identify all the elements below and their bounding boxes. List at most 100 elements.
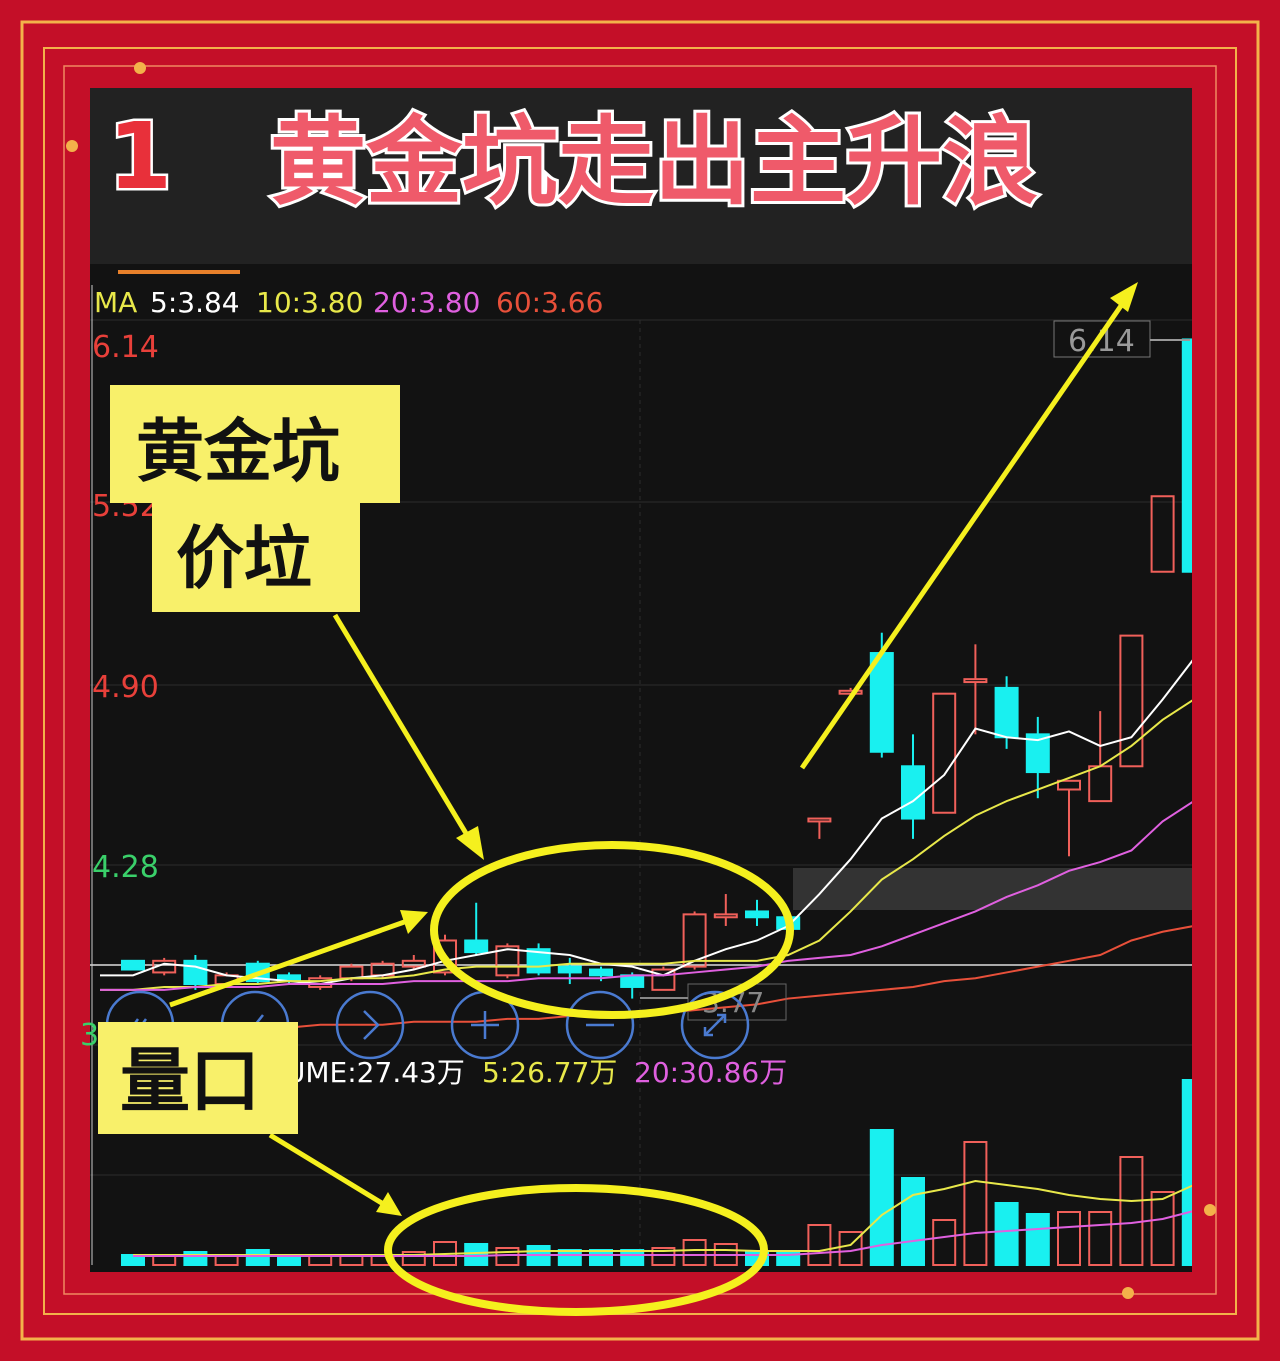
candle-body — [901, 765, 925, 820]
y-tick-label: 4.90 — [92, 670, 159, 705]
annotation-box-golden-pit — [110, 385, 400, 503]
candlestick — [433, 934, 457, 976]
candlestick — [807, 817, 832, 839]
annotation-golden-pit: 黄金坑 — [136, 413, 340, 492]
candlestick — [963, 644, 988, 735]
volume-bar — [589, 1249, 613, 1266]
expand-button[interactable] — [680, 990, 750, 1060]
candle-body — [932, 692, 957, 814]
volume-bar — [994, 1202, 1019, 1266]
arrow-main-wave — [799, 298, 1128, 770]
candlestick — [1150, 495, 1175, 573]
volume-bar — [807, 1224, 832, 1266]
volume-bar — [1025, 1213, 1050, 1266]
tab-indicator — [118, 270, 240, 274]
volume-bar — [401, 1251, 426, 1266]
candle-body — [401, 959, 426, 968]
volume-bar — [651, 1247, 676, 1266]
candle-body — [994, 686, 1019, 739]
volume-ellipse — [384, 1184, 768, 1316]
ma60-value: 60:3.66 — [496, 286, 603, 319]
annotation-box-price — [152, 500, 360, 612]
zoom-in-icon — [471, 1011, 499, 1039]
candle-body — [963, 678, 988, 684]
volume-bar — [495, 1247, 520, 1266]
candle-body — [1181, 338, 1192, 573]
header-title: 黄金坑走出主升浪 — [270, 106, 1038, 218]
header-number: 1 — [108, 103, 172, 210]
candlestick — [651, 966, 676, 991]
ma10-line — [100, 699, 1192, 991]
y-tick-label: 4.28 — [92, 850, 159, 885]
volume-bar — [1088, 1211, 1113, 1266]
volume-bar — [464, 1243, 489, 1266]
corner-dot — [1204, 1204, 1216, 1216]
candlestick — [713, 894, 738, 926]
ma5-value: 5:3.84 — [150, 286, 240, 319]
volume-bar — [557, 1249, 582, 1266]
candlestick — [994, 676, 1019, 749]
y-tick-label: 6.14 — [92, 330, 159, 365]
corner-dot — [1122, 1287, 1134, 1299]
ma-label: MA — [94, 286, 137, 319]
candlestick — [401, 955, 426, 970]
ma-legend: MA 5:3.84 10:3.80 20:3.80 60:3.66 — [94, 286, 603, 319]
candle-body — [682, 913, 707, 968]
vol-ma5-value: 5:26.77万 — [482, 1056, 617, 1089]
candlestick — [1119, 634, 1144, 768]
annotation-box-volume — [98, 1022, 298, 1134]
volume-bar — [183, 1251, 208, 1266]
candlestick — [495, 943, 520, 979]
candlestick — [152, 957, 177, 976]
candlestick — [183, 955, 208, 990]
ma20-value: 20:3.80 — [373, 286, 480, 319]
next-button[interactable] — [335, 990, 405, 1060]
arrowheads — [376, 282, 1138, 1216]
candlestick — [932, 692, 957, 814]
expand-icon — [703, 1013, 727, 1037]
candlestick — [1025, 716, 1050, 799]
candle-body — [557, 965, 582, 974]
volume-bar — [245, 1249, 270, 1266]
volume-bar — [869, 1129, 894, 1266]
candle-body — [713, 913, 738, 919]
candle-body — [1057, 779, 1081, 791]
candlestick — [745, 899, 769, 926]
volume-bar — [1057, 1211, 1081, 1266]
ma20-line — [100, 801, 1192, 991]
candlestick — [1057, 779, 1081, 857]
volume-legend: VOLUME:27.43万 5:26.77万 20:30.86万 — [230, 1056, 787, 1089]
arrow-to-pit — [332, 613, 473, 842]
volume-bar — [932, 1219, 957, 1266]
candle-body — [745, 910, 769, 919]
volume-bar — [1150, 1191, 1175, 1266]
volume-bar — [620, 1249, 645, 1266]
candle-body — [620, 974, 645, 988]
vol-ma20-line — [133, 1210, 1192, 1257]
volume-bar — [1119, 1156, 1144, 1266]
price-grid — [90, 319, 1192, 1265]
candle-body — [651, 968, 676, 991]
header-band — [90, 88, 1192, 264]
candle-body — [807, 817, 832, 823]
annotation-price: 价垃 — [176, 520, 312, 599]
gold-border-inner — [43, 47, 1237, 1315]
candle-body — [464, 939, 489, 954]
yellow-arrows — [169, 298, 1128, 1208]
zoom-out-button[interactable] — [565, 990, 635, 1060]
volume-bar — [901, 1177, 925, 1266]
corner-dot — [134, 62, 146, 74]
gold-border-outer — [20, 20, 1260, 1341]
candlestick — [121, 959, 145, 971]
candle-body — [495, 945, 520, 977]
ma10-value: 10:3.80 — [256, 286, 363, 319]
candlestick — [682, 911, 707, 970]
candle-body — [121, 959, 145, 971]
annotation-volume: 量口 — [120, 1040, 260, 1122]
candle-body — [433, 939, 457, 974]
candlestick — [464, 902, 489, 956]
candle-body — [1025, 733, 1050, 774]
gold-border-thin — [63, 65, 1217, 1295]
candlestick — [1181, 338, 1192, 573]
